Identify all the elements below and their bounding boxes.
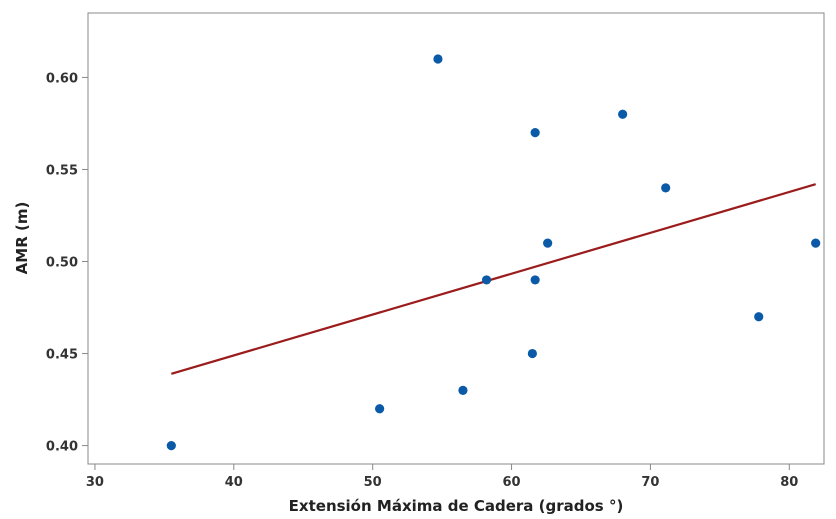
data-point <box>543 238 553 248</box>
data-point <box>618 109 628 119</box>
y-axis-label: AMR (m) <box>13 202 31 275</box>
fit-line-layer <box>171 183 816 375</box>
data-point <box>166 440 176 451</box>
x-tick-label: 80 <box>780 475 798 490</box>
x-tick-label: 40 <box>225 475 243 490</box>
y-tick-label: 0.45 <box>46 348 78 363</box>
data-point <box>530 128 540 138</box>
plot-frame <box>87 12 825 465</box>
data-point <box>527 348 537 359</box>
data-point <box>661 183 671 193</box>
regression-fit-line <box>171 183 816 375</box>
data-point <box>481 275 492 285</box>
data-point <box>754 312 764 322</box>
data-point <box>811 238 821 248</box>
y-tick-label: 0.60 <box>46 71 78 86</box>
x-tick-label: 50 <box>364 475 382 490</box>
data-points <box>166 54 821 451</box>
x-tick-label: 30 <box>86 475 104 490</box>
data-point <box>433 54 443 64</box>
data-point <box>530 275 540 285</box>
x-tick-label: 60 <box>503 475 521 490</box>
x-tick-label: 70 <box>641 475 659 490</box>
x-axis: 30 40 50 60 70 80 <box>86 464 798 490</box>
data-point <box>458 385 468 395</box>
x-axis-label: Extensión Máxima de Cadera (grados °) <box>289 497 624 515</box>
y-axis: 0.40 0.45 0.50 0.55 0.60 <box>46 71 88 455</box>
y-tick-label: 0.40 <box>46 440 78 455</box>
y-tick-label: 0.50 <box>46 256 78 271</box>
data-point <box>375 404 385 414</box>
y-tick-label: 0.55 <box>46 163 78 178</box>
